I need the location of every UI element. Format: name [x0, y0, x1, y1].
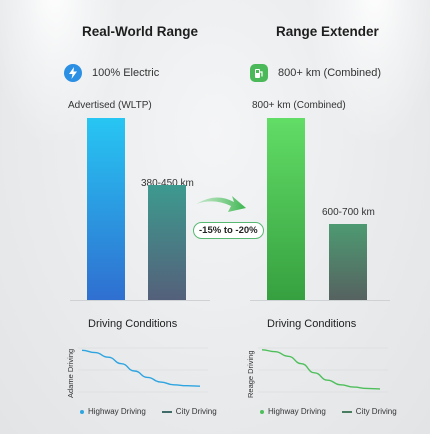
left-baseline [70, 300, 210, 301]
left-bar-advertised [87, 118, 125, 300]
legend-dash [341, 410, 352, 413]
legend-item: Highway Driving [80, 407, 146, 416]
right-subhead: 800+ km (Combined) [250, 64, 381, 82]
legend-label: City Driving [175, 407, 217, 416]
legend-item: Highway Driving [260, 407, 326, 416]
left-subtitle: 100% Electric [92, 67, 160, 79]
legend-label: Highway Driving [268, 407, 326, 416]
right-baseline [250, 300, 390, 301]
arrow-icon [196, 196, 246, 212]
left-mini-ylabel: Adame Driving [66, 348, 75, 398]
left-bar-1-label: Advertised (WLTP) [68, 100, 152, 111]
legend-label: Highway Driving [88, 407, 146, 416]
legend-item: City Driving [161, 407, 217, 416]
left-highway-line [81, 349, 201, 387]
legend-dot [80, 409, 84, 414]
left-subhead: 100% Electric [64, 64, 159, 82]
left-bar-real [148, 185, 186, 300]
left-legend: Highway Driving City Driving [80, 407, 217, 416]
legend-label: City Driving [355, 407, 397, 416]
legend-dot [260, 409, 264, 414]
right-subtitle: 800+ km (Combined) [278, 67, 382, 79]
right-panel-title: Range Extender [276, 24, 379, 39]
lightning-bolt-icon [64, 64, 82, 82]
left-bar-2-label: 380-450 km [141, 178, 194, 189]
right-legend: Highway Driving City Driving [260, 407, 397, 416]
right-conditions-title: Driving Conditions [267, 318, 357, 330]
right-bar-2-label: 600-700 km [322, 207, 375, 218]
legend-dash [161, 410, 172, 413]
range-reduction-badge: -15% to -20% [193, 222, 264, 239]
right-highway-line [261, 349, 381, 390]
left-panel-title: Real-World Range [82, 24, 199, 39]
left-conditions-title: Driving Conditions [88, 318, 178, 330]
right-bar-combined [267, 118, 305, 300]
fuel-pump-icon [250, 64, 268, 82]
left-mini-chart [78, 347, 208, 393]
right-bar-1-label: 800+ km (Combined) [252, 100, 346, 111]
right-mini-ylabel: Reage Driving [246, 350, 255, 398]
right-bar-real [329, 224, 367, 300]
right-mini-chart [258, 347, 388, 393]
legend-item: City Driving [341, 407, 397, 416]
